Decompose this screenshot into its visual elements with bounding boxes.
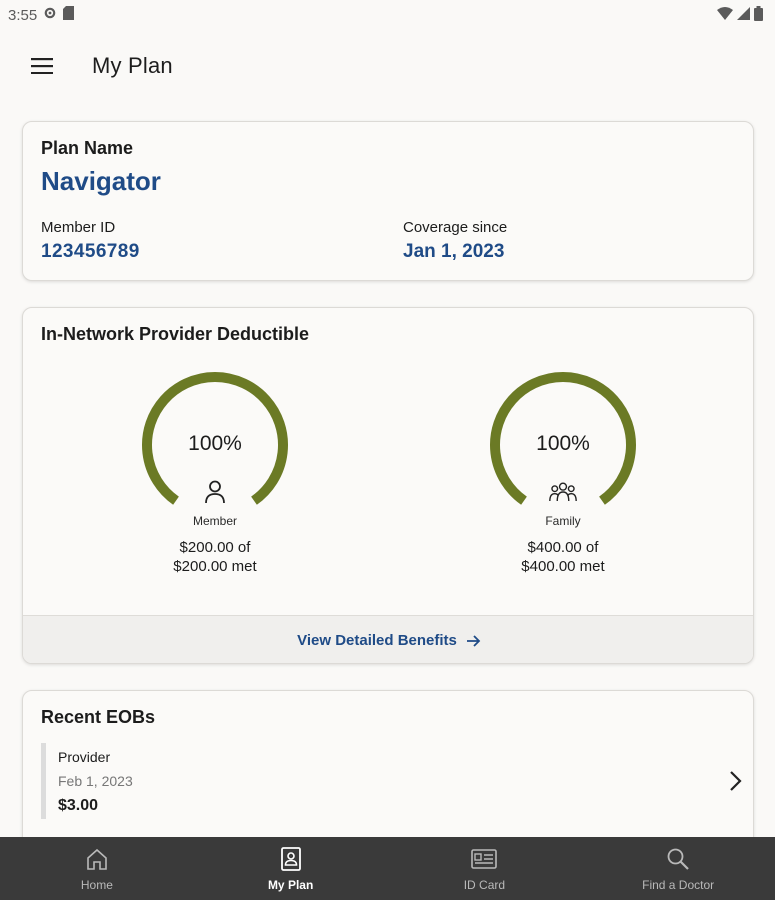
recent-eobs-title: Recent EOBs xyxy=(41,707,156,727)
member-gauge-caption: Member xyxy=(192,514,237,528)
eob-provider: Provider xyxy=(58,749,111,765)
hamburger-menu-icon xyxy=(31,58,53,74)
nav-find-a-doctor-label: Find a Doctor xyxy=(642,877,715,892)
deductible-title: In-Network Provider Deductible xyxy=(41,324,310,344)
family-icon xyxy=(549,478,577,506)
coverage-since-value: Jan 1, 2023 xyxy=(403,241,505,262)
recent-eobs-card: Recent EOBs Provider Feb 1, 2023 $3.00 xyxy=(22,690,754,860)
nav-id-card[interactable]: ID Card xyxy=(388,837,582,900)
view-detailed-benefits-label: View Detailed Benefits xyxy=(297,632,457,649)
plan-name-label: Plan Name xyxy=(41,138,134,158)
plan-name-value: Navigator xyxy=(41,166,161,196)
deductible-card: In-Network Provider Deductible 100% Memb… xyxy=(22,307,754,664)
eob-amount: $3.00 xyxy=(58,797,99,814)
member-gauge-ring xyxy=(142,372,288,505)
page-title: My Plan xyxy=(92,53,173,78)
nav-my-plan[interactable]: My Plan xyxy=(194,837,388,900)
family-gauge-percent: 100% xyxy=(536,432,590,455)
sd-card-icon xyxy=(63,6,75,24)
settings-status-icon xyxy=(43,6,57,24)
family-gauge-ring xyxy=(490,372,636,505)
nav-id-card-label: ID Card xyxy=(463,877,506,892)
family-deductible-amount: $400.00 of $400.00 met xyxy=(463,538,663,576)
member-gauge-percent: 100% xyxy=(188,432,242,455)
family-gauge-caption: Family xyxy=(545,514,581,528)
member-id-value: 123456789 xyxy=(41,241,140,262)
family-amount-line1: $400.00 of xyxy=(527,539,599,556)
nav-find-a-doctor[interactable]: Find a Doctor xyxy=(581,837,775,900)
bottom-navigation: Home My Plan ID Card Find a Doctor xyxy=(0,837,775,900)
nav-my-plan-label: My Plan xyxy=(267,877,314,892)
member-id-label: Member ID xyxy=(41,219,116,236)
member-deductible-amount: $200.00 of $200.00 met xyxy=(115,538,315,576)
signal-icon xyxy=(737,6,750,24)
status-time: 3:55 xyxy=(8,6,38,24)
nav-home[interactable]: Home xyxy=(0,837,194,900)
plan-icon xyxy=(278,846,304,872)
family-amount-line2: $400.00 met xyxy=(521,558,605,575)
member-amount-line1: $200.00 of xyxy=(179,539,251,556)
status-bar: 3:55 xyxy=(0,0,775,30)
eob-accent-bar xyxy=(41,743,46,819)
arrow-right-icon xyxy=(466,634,481,647)
id-card-icon xyxy=(471,846,498,872)
person-icon xyxy=(201,478,229,506)
battery-icon xyxy=(754,5,763,25)
plan-card: Plan Name Navigator Member ID 123456789 … xyxy=(22,121,754,281)
chevron-right-icon xyxy=(730,771,742,791)
nav-home-label: Home xyxy=(80,877,113,892)
menu-button[interactable] xyxy=(22,46,62,86)
eob-date: Feb 1, 2023 xyxy=(58,773,133,789)
wifi-icon xyxy=(717,6,733,24)
home-icon xyxy=(84,846,110,872)
search-icon xyxy=(665,846,691,872)
member-amount-line2: $200.00 met xyxy=(173,558,257,575)
coverage-since-label: Coverage since xyxy=(403,219,508,236)
view-detailed-benefits-button[interactable]: View Detailed Benefits xyxy=(23,615,753,663)
eob-list-item[interactable]: Provider Feb 1, 2023 $3.00 xyxy=(41,743,753,819)
app-bar: My Plan xyxy=(0,40,775,92)
